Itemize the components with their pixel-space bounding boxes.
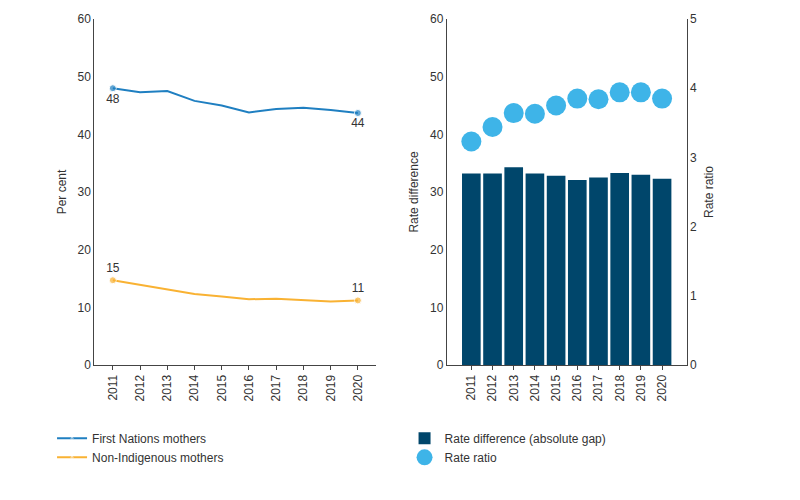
svg-text:2014: 2014 [187, 374, 201, 401]
svg-text:2015: 2015 [549, 374, 563, 401]
svg-text:0: 0 [84, 358, 91, 372]
svg-text:Per cent: Per cent [55, 169, 69, 214]
svg-text:2013: 2013 [160, 374, 174, 401]
svg-text:15: 15 [106, 261, 120, 275]
svg-text:Rate ratio: Rate ratio [702, 166, 716, 218]
svg-text:2018: 2018 [613, 374, 627, 401]
svg-text:2012: 2012 [485, 374, 499, 401]
svg-text:3: 3 [690, 151, 697, 165]
svg-text:2013: 2013 [507, 374, 521, 401]
svg-text:40: 40 [78, 128, 92, 142]
svg-text:44: 44 [351, 116, 365, 130]
svg-text:30: 30 [430, 185, 444, 199]
svg-text:0: 0 [690, 358, 697, 372]
svg-text:2020: 2020 [351, 374, 365, 401]
svg-text:2016: 2016 [242, 374, 256, 401]
svg-text:2019: 2019 [634, 374, 648, 401]
svg-text:2011: 2011 [464, 374, 478, 400]
svg-text:50: 50 [430, 70, 444, 84]
svg-text:First Nations mothers: First Nations mothers [92, 432, 206, 446]
svg-text:2018: 2018 [296, 374, 310, 401]
svg-text:2020: 2020 [655, 374, 669, 401]
svg-text:2019: 2019 [324, 374, 338, 401]
svg-text:20: 20 [430, 243, 444, 257]
svg-text:5: 5 [690, 12, 697, 26]
svg-text:2014: 2014 [528, 374, 542, 401]
svg-text:2017: 2017 [591, 374, 605, 401]
svg-text:1: 1 [690, 289, 697, 303]
svg-text:30: 30 [78, 185, 92, 199]
svg-text:10: 10 [430, 301, 444, 315]
svg-text:60: 60 [78, 12, 92, 26]
svg-text:11: 11 [352, 281, 365, 295]
svg-text:2016: 2016 [570, 374, 584, 401]
svg-text:10: 10 [78, 301, 92, 315]
svg-text:Rate difference: Rate difference [407, 151, 421, 232]
svg-text:Rate difference (absolute gap): Rate difference (absolute gap) [445, 432, 606, 446]
svg-text:2017: 2017 [269, 374, 283, 401]
svg-text:Non-Indigenous mothers: Non-Indigenous mothers [92, 451, 223, 465]
svg-text:Rate ratio: Rate ratio [445, 451, 497, 465]
svg-text:50: 50 [78, 70, 92, 84]
svg-text:60: 60 [430, 12, 444, 26]
svg-text:0: 0 [437, 358, 444, 372]
svg-text:2012: 2012 [133, 374, 147, 401]
svg-text:40: 40 [430, 128, 444, 142]
svg-text:4: 4 [690, 81, 697, 95]
svg-text:48: 48 [106, 92, 120, 106]
svg-text:20: 20 [78, 243, 92, 257]
svg-text:2: 2 [690, 220, 697, 234]
svg-text:2015: 2015 [215, 374, 229, 401]
svg-text:2011: 2011 [106, 374, 120, 400]
